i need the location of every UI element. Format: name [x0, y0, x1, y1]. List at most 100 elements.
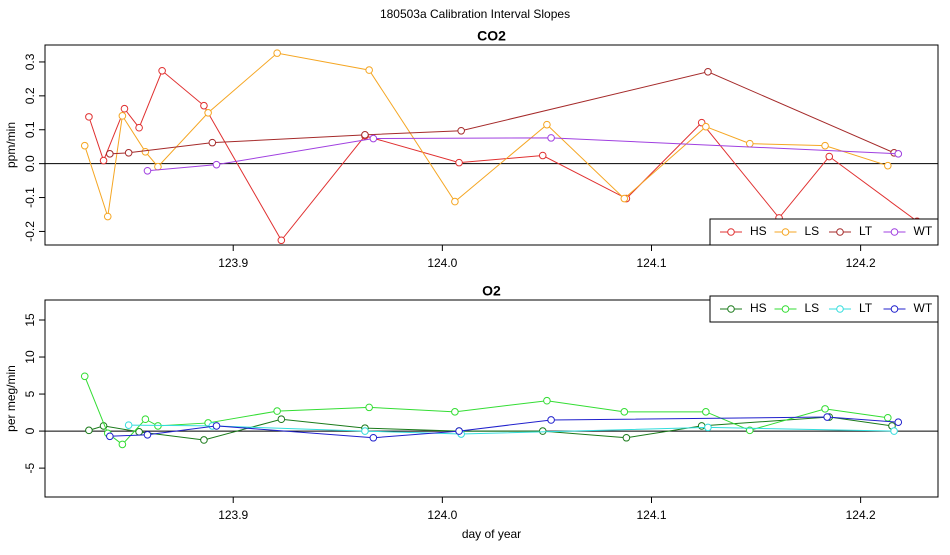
data-point	[141, 415, 150, 424]
data-point	[212, 422, 221, 430]
data-point	[369, 134, 378, 143]
data-point	[538, 427, 547, 435]
legend-symbol	[836, 305, 844, 313]
series-line	[84, 376, 888, 446]
y-tick-label: 0.1	[23, 121, 37, 138]
legend-symbol	[890, 228, 899, 236]
y-axis-label: ppm/min	[4, 122, 18, 168]
data-point	[823, 413, 831, 421]
data-point	[884, 413, 892, 422]
legend-label: LS	[805, 301, 820, 315]
data-point	[697, 422, 706, 430]
data-point	[365, 403, 373, 412]
legend-symbol	[727, 228, 735, 236]
data-point	[85, 426, 93, 435]
data-point	[704, 423, 712, 432]
x-tick-label: 123.9	[218, 508, 248, 522]
data-point	[894, 150, 903, 158]
data-point	[821, 141, 829, 150]
y-tick-label: 0.0	[23, 155, 37, 172]
data-point	[120, 104, 129, 113]
data-point	[118, 112, 127, 120]
data-point	[99, 156, 108, 165]
data-point	[273, 49, 281, 57]
data-point	[702, 408, 710, 416]
legend-label: LS	[805, 224, 820, 238]
data-point	[821, 405, 829, 413]
data-point	[158, 66, 166, 75]
figure-title: 180503a Calibration Interval Slopes	[380, 7, 570, 21]
data-point	[200, 101, 208, 110]
legend-symbol	[781, 228, 790, 236]
data-point	[702, 122, 710, 131]
data-point	[451, 408, 459, 416]
data-point	[547, 416, 555, 424]
data-point	[124, 421, 133, 429]
data-point	[154, 162, 162, 171]
series-line	[109, 71, 895, 155]
y-tick-label: 0	[23, 427, 37, 434]
x-tick-label: 124.1	[636, 256, 666, 270]
y-tick-label: 10	[23, 350, 37, 364]
series-line	[128, 424, 895, 435]
legend-label: LT	[859, 224, 873, 238]
legend-label: WT	[914, 301, 933, 315]
plot-frame	[44, 299, 939, 498]
data-point	[103, 212, 112, 221]
data-point	[212, 160, 221, 169]
data-point	[80, 372, 89, 381]
data-point	[208, 138, 217, 147]
series-line	[84, 52, 888, 217]
data-point	[455, 427, 463, 435]
plot-frame	[44, 44, 939, 246]
y-tick-label: 5	[23, 390, 37, 397]
data-point	[277, 236, 286, 245]
data-point	[894, 418, 903, 426]
data-point	[451, 197, 459, 206]
data-point	[135, 123, 143, 132]
legend-symbol	[890, 305, 899, 313]
data-point	[620, 194, 629, 203]
data-point	[890, 427, 898, 435]
data-point	[543, 120, 551, 129]
data-point	[361, 427, 369, 435]
legend-label: WT	[914, 224, 933, 238]
data-point	[273, 407, 281, 415]
chart-title: CO2	[477, 28, 506, 44]
data-point	[200, 436, 208, 444]
data-point	[543, 396, 551, 405]
legend-symbol	[836, 228, 844, 236]
y-tick-label: 0.2	[23, 87, 37, 104]
series-line	[88, 69, 918, 242]
data-point	[745, 139, 754, 148]
data-point	[204, 108, 212, 117]
x-tick-label: 124.2	[846, 256, 876, 270]
data-point	[457, 126, 465, 135]
data-point	[141, 147, 150, 156]
x-tick-label: 124.1	[636, 508, 666, 522]
data-point	[622, 433, 631, 442]
data-point	[455, 158, 463, 167]
data-point	[547, 134, 555, 142]
data-point	[80, 141, 89, 150]
data-point	[124, 148, 133, 157]
y-tick-label: -0.1	[23, 187, 37, 208]
y-tick-label: -5	[23, 462, 37, 473]
y-tick-label: 15	[23, 313, 37, 327]
data-point	[143, 166, 152, 175]
data-point	[620, 408, 629, 416]
x-tick-label: 124.0	[427, 508, 457, 522]
legend-label: HS	[750, 224, 767, 238]
data-point	[825, 152, 834, 161]
data-point	[361, 131, 369, 139]
series-line	[88, 416, 893, 441]
series-line	[109, 416, 899, 439]
legend-label: LT	[859, 301, 873, 315]
data-point	[884, 161, 892, 170]
y-tick-label: 0.3	[23, 53, 37, 70]
data-point	[704, 67, 712, 76]
y-tick-label: -0.2	[23, 221, 37, 242]
data-point	[277, 415, 286, 424]
x-axis-label: day of year	[462, 527, 521, 541]
